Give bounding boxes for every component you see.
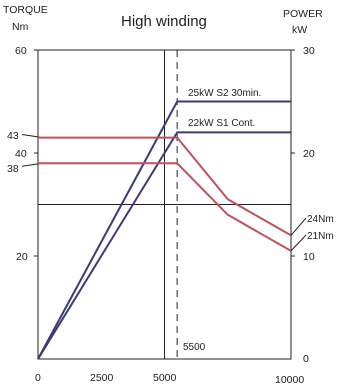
right-tick-20: 20 <box>303 148 315 160</box>
chart-marks <box>21 49 307 360</box>
torque-marker-38: 38 <box>7 163 19 175</box>
vertical-marker-label: 5500 <box>183 342 206 353</box>
left-axis-label: TORQUE <box>3 4 48 16</box>
torque-marker-43: 43 <box>7 130 19 142</box>
left-tick-60: 60 <box>15 45 27 57</box>
x-tick-0: 0 <box>35 372 41 384</box>
series-line-power-1 <box>37 131 291 360</box>
left-tick-40: 40 <box>15 148 27 160</box>
x-tick-2500: 2500 <box>90 372 114 384</box>
left-tick-20: 20 <box>16 251 28 263</box>
end-label-21nm: 21Nm <box>307 231 334 242</box>
series-line-torque-3 <box>38 162 292 252</box>
right-axis-unit: kW <box>292 24 307 36</box>
right-tick-30: 30 <box>303 45 315 57</box>
x-tick-5000: 5000 <box>153 372 177 384</box>
end-label-leader <box>290 234 307 252</box>
s1-label: 22kW S1 Cont. <box>188 118 255 129</box>
series-line-torque-2 <box>38 136 292 237</box>
chart-title: High winding <box>121 13 207 30</box>
right-tick-10: 10 <box>303 251 315 263</box>
end-label-leader <box>290 217 307 236</box>
series-line-power-0 <box>37 100 291 360</box>
right-axis-label: POWER <box>283 8 323 20</box>
end-label-24nm: 24Nm <box>307 214 334 225</box>
right-tick-0: 0 <box>303 353 309 365</box>
s2-label: 25kW S2 30min. <box>188 88 261 99</box>
left-axis-unit: Nm <box>12 21 29 33</box>
x-tick-10000: 10000 <box>275 374 304 385</box>
